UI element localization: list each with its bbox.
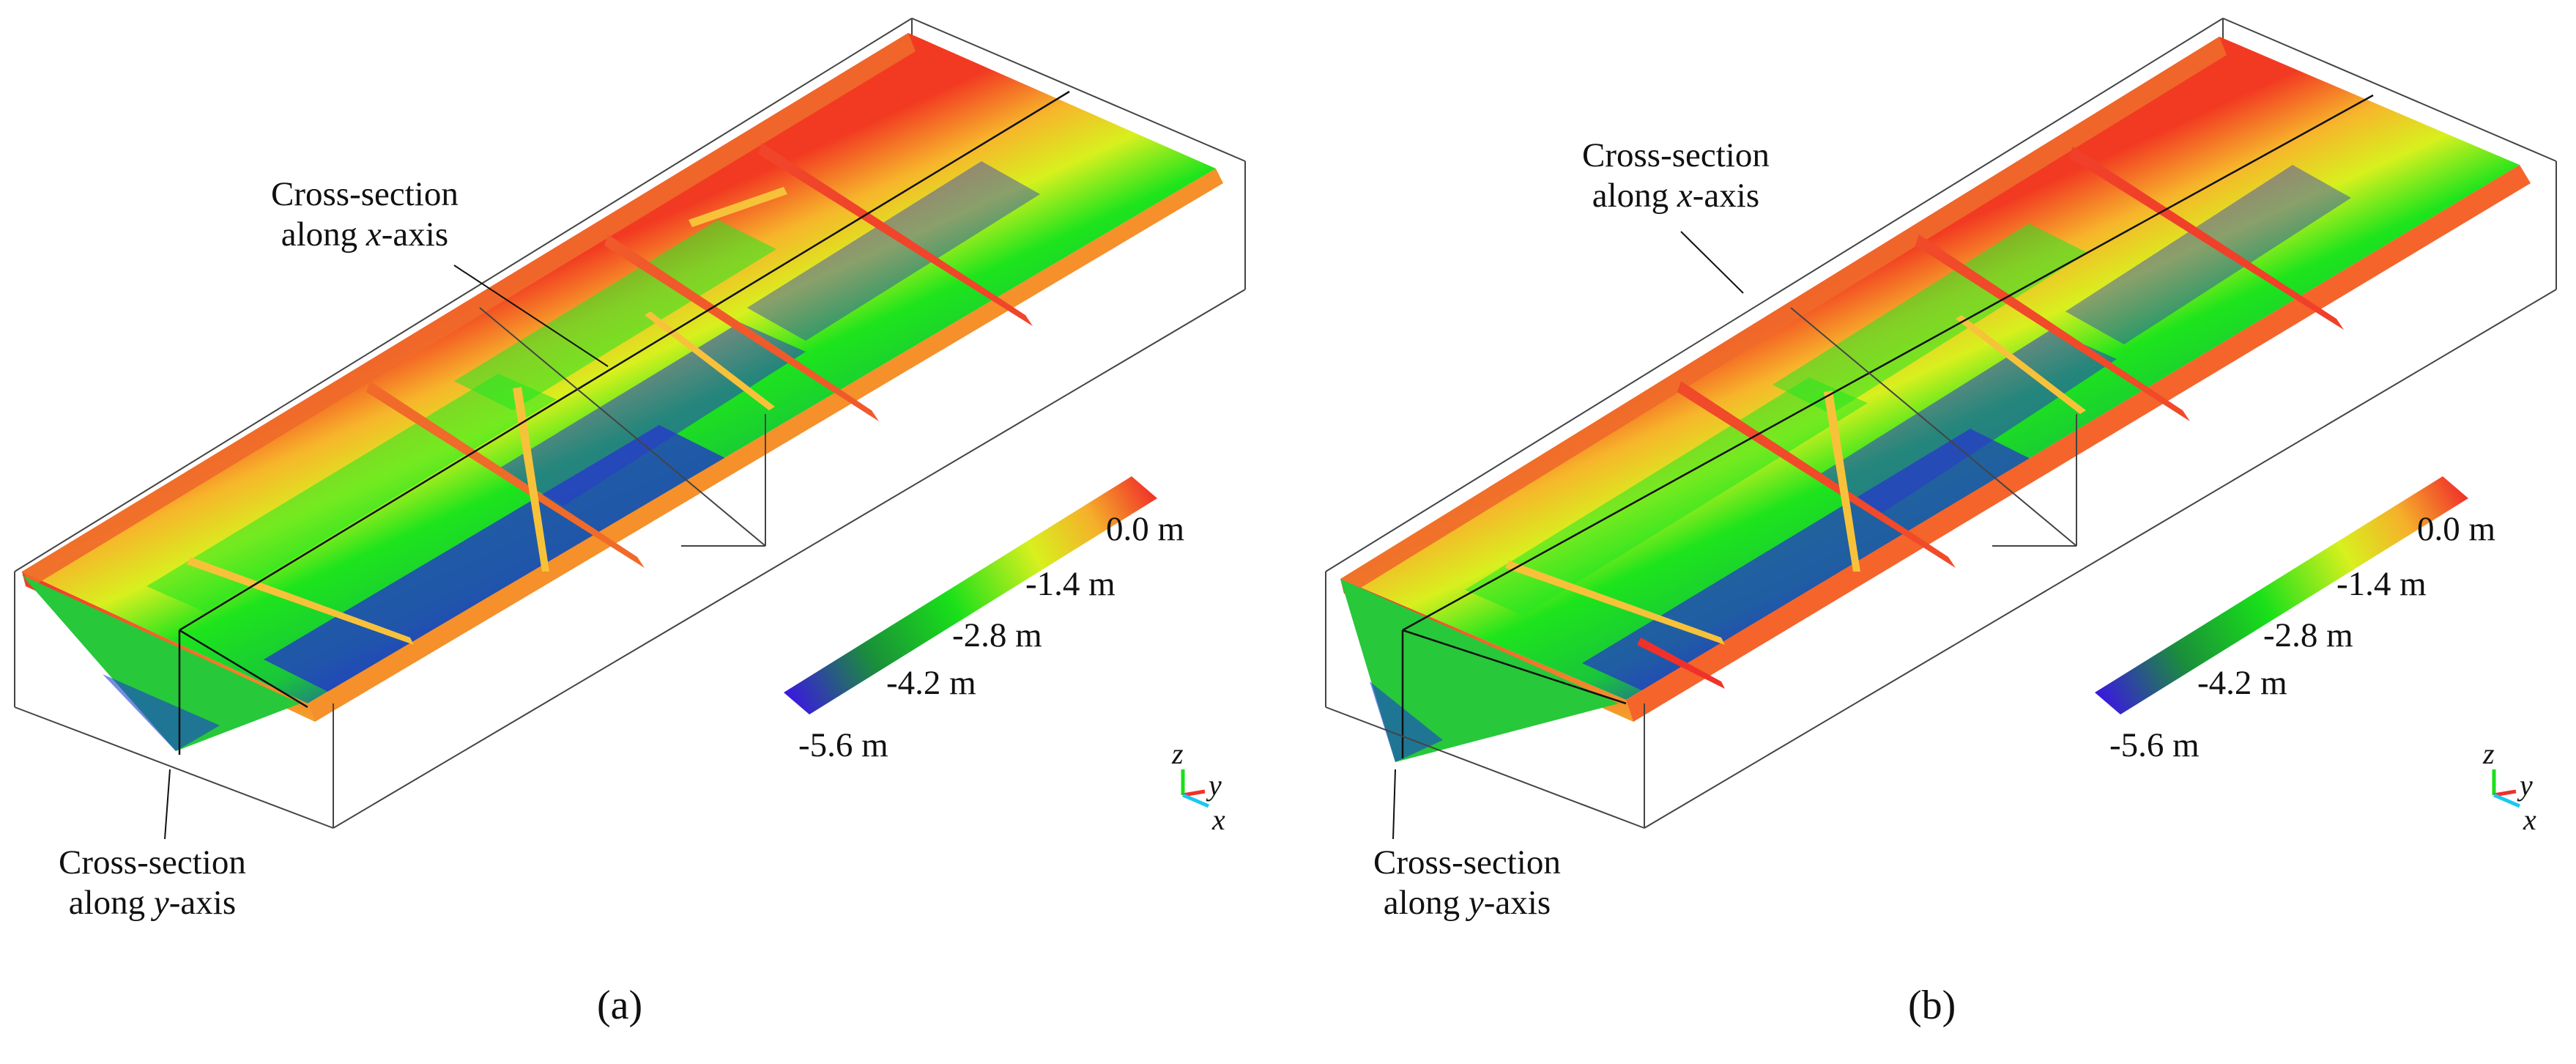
bounding-box-front bbox=[14, 161, 1246, 829]
colorbar-b bbox=[2095, 476, 2468, 714]
axis-triad-b bbox=[2492, 769, 2520, 808]
colorbar-label-4: -5.6 m bbox=[798, 726, 888, 764]
leader-line-y-b bbox=[1392, 769, 1396, 840]
point-cloud-figure-a bbox=[14, 18, 1246, 840]
panel-b: Cross-section along x-axis Cross-section… bbox=[1311, 0, 2576, 1064]
cross-section-x-label-a: Cross-section along x-axis bbox=[271, 175, 459, 254]
colorbar-label-4-b: -5.6 m bbox=[2109, 726, 2200, 764]
depth-surface-a bbox=[22, 33, 1223, 722]
panel-a: Cross-section along x-axis Cross-section… bbox=[14, 18, 1246, 1028]
colorbar-label-0: 0.0 m bbox=[1106, 510, 1185, 548]
cross-section-y-label-b: Cross-section along y-axis bbox=[1373, 843, 1561, 923]
cross-section-y-label-a: Cross-section along y-axis bbox=[59, 843, 246, 923]
colorbar-label-1-b: -1.4 m bbox=[2336, 565, 2427, 603]
axis-label-z-a: z bbox=[1172, 737, 1184, 770]
colorbar-label-2: -2.8 m bbox=[952, 616, 1042, 654]
axis-label-y-a: y bbox=[1209, 769, 1222, 802]
bounding-box-front-b bbox=[1325, 161, 2557, 829]
subfigure-label-b: (b) bbox=[1908, 983, 1956, 1028]
section-lines-a bbox=[178, 90, 1070, 755]
axis-triad-a bbox=[1181, 769, 1209, 808]
axis-label-x-b: x bbox=[2523, 803, 2536, 836]
axis-label-z-b: z bbox=[2483, 737, 2495, 770]
point-cloud-figure-b bbox=[1325, 18, 2557, 840]
colorbar-label-0-b: 0.0 m bbox=[2417, 510, 2496, 548]
colorbar-label-2-b: -2.8 m bbox=[2263, 616, 2353, 654]
cross-section-x-label-b: Cross-section along x-axis bbox=[1582, 136, 1770, 215]
colorbar-label-1: -1.4 m bbox=[1025, 565, 1116, 603]
axis-label-x-a: x bbox=[1212, 803, 1225, 836]
leader-line-x-b bbox=[1680, 231, 1744, 294]
subfigure-label-a: (a) bbox=[597, 983, 643, 1028]
leader-line-y-a bbox=[164, 769, 171, 840]
leader-line-x-a bbox=[453, 265, 609, 367]
axis-label-y-b: y bbox=[2520, 769, 2533, 802]
depth-surface-b bbox=[1340, 37, 2531, 722]
colorbar-label-3: -4.2 m bbox=[886, 664, 976, 702]
cross-section-y-wedge bbox=[22, 575, 300, 751]
colorbar-a bbox=[784, 476, 1157, 714]
colorbar-label-3-b: -4.2 m bbox=[2197, 664, 2287, 702]
